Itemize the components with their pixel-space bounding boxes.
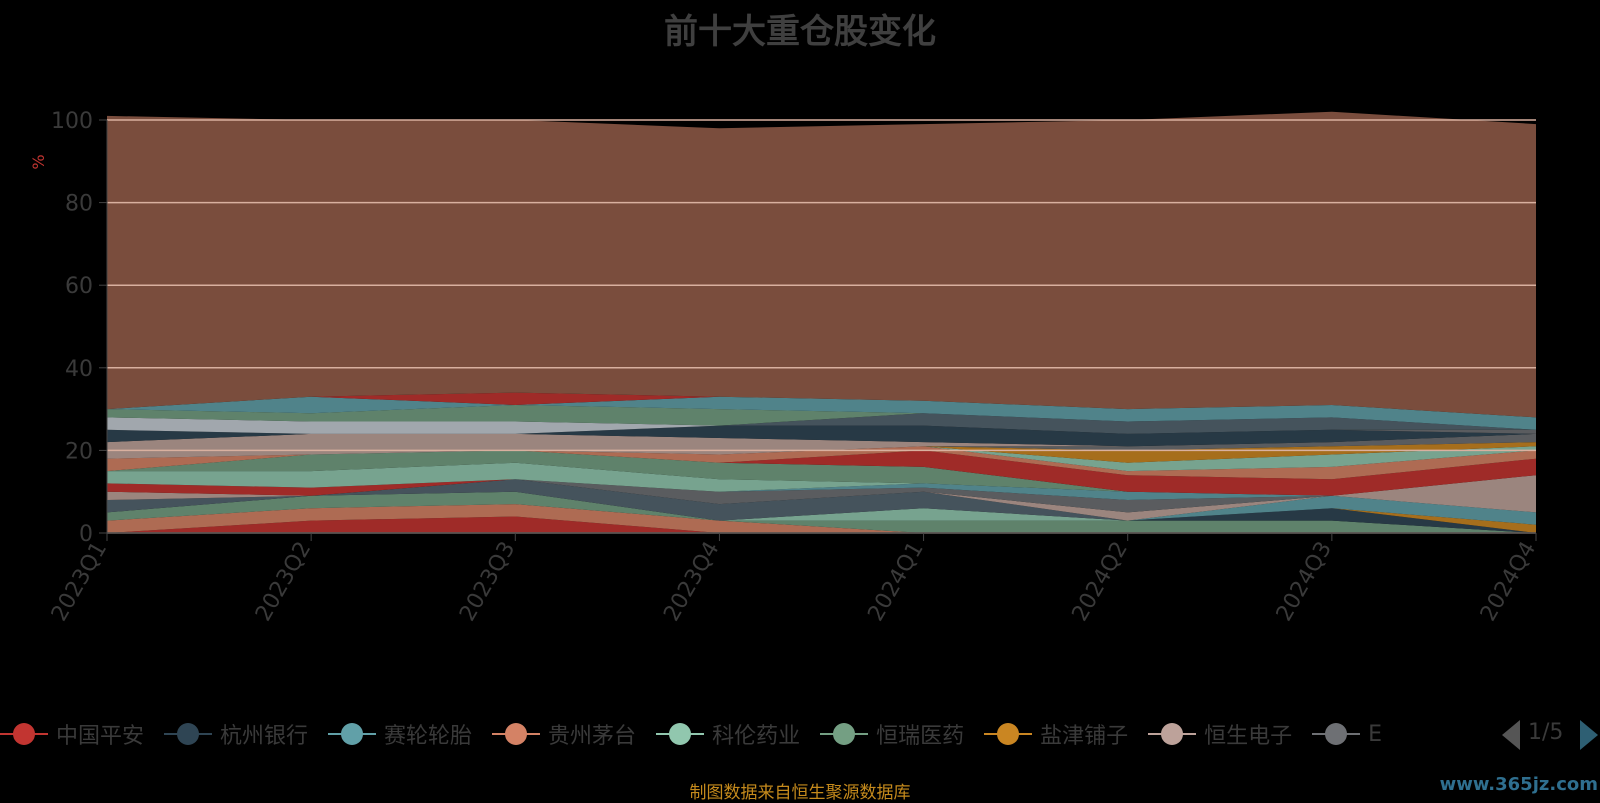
area-series-6 [107, 491, 1536, 525]
area-series-9 [107, 475, 1536, 513]
area-series-25 [107, 413, 1536, 434]
area-series-29 [107, 111, 1536, 418]
legend-marker-icon [984, 722, 1033, 746]
area-series-7 [107, 479, 1536, 521]
chart-title: 前十大重仓股变化 [664, 12, 936, 52]
legend-marker-icon [0, 722, 48, 746]
y-tick-label-100: 100 [51, 109, 93, 134]
y-tick-label-80: 80 [65, 192, 93, 217]
area-series-15 [107, 450, 1536, 496]
y-tick-label-0: 0 [79, 522, 93, 547]
legend-marker-icon [1312, 722, 1361, 746]
legend-item[interactable]: 贵州茅台 [492, 712, 636, 756]
legend-label: 盐津铺子 [1040, 724, 1129, 749]
legend-item[interactable]: 恒生电子 [1148, 712, 1292, 756]
legend-marker-icon [492, 722, 541, 746]
legend-label: 贵州茅台 [548, 724, 637, 749]
x-tick-label-5: 2024Q2 [1068, 538, 1133, 626]
axes [99, 119, 1537, 541]
legend-marker-icon [656, 722, 705, 746]
legend-marker-icon [1148, 722, 1197, 746]
legend-page-indicator: 1/5 [1528, 720, 1564, 745]
legend-item[interactable]: 科伦药业 [656, 712, 800, 756]
area-series-12 [107, 475, 1536, 500]
area-series-28 [107, 392, 1536, 418]
next-page-icon[interactable] [1580, 720, 1598, 750]
x-tick-label-0: 2023Q1 [47, 538, 112, 626]
source-note: 制图数据来自恒生聚源数据库 [689, 783, 911, 803]
y-tick-label-60: 60 [65, 274, 93, 299]
y-tick-label-20: 20 [65, 439, 93, 464]
legend-marker-icon [328, 722, 377, 746]
prev-page-icon[interactable] [1502, 720, 1520, 750]
legend-label: 杭州银行 [220, 724, 309, 749]
y-axis-label: % [29, 154, 48, 169]
x-tick-label-4: 2024Q1 [863, 538, 928, 626]
legend-label: 赛轮轮胎 [384, 724, 473, 749]
legend-item[interactable]: E [1312, 712, 1382, 756]
area-series-8 [107, 475, 1536, 521]
legend: 中国平安 杭州银行 赛轮轮胎 贵州茅台 科伦药业 恒瑞医药 盐津铺子 恒生电子 E [0, 712, 1485, 756]
stacked-area-chart: 0 20 40 60 80 100 2023Q1 2023Q2 2023Q3 2023Q4 2024… [29, 109, 1541, 626]
x-tick-label-1: 2023Q2 [251, 538, 316, 626]
legend-pager: 1/5 [1500, 718, 1600, 754]
area-series-0 [107, 516, 1536, 533]
area-series-17 [107, 446, 1536, 480]
area-series-14 [107, 450, 1536, 496]
area-series-13 [107, 462, 1536, 496]
x-tick-label-7: 2024Q4 [1476, 538, 1541, 626]
area-series-18 [107, 446, 1536, 472]
legend-label: E [1368, 721, 1383, 747]
legend-item[interactable]: 中国平安 [0, 712, 144, 756]
area-series-24 [107, 413, 1536, 434]
series-areas [107, 111, 1536, 533]
legend-label: 恒瑞医药 [876, 724, 965, 749]
area-series-21 [107, 433, 1536, 459]
legend-marker-icon [820, 722, 869, 746]
area-series-11 [107, 475, 1536, 500]
area-series-2 [107, 491, 1536, 533]
area-series-20 [107, 433, 1536, 459]
legend-item[interactable]: 盐津铺子 [984, 712, 1128, 756]
x-tick-label-3: 2023Q4 [659, 538, 724, 626]
legend-marker-icon [164, 722, 213, 746]
legend-label: 恒生电子 [1204, 724, 1293, 749]
area-series-26 [107, 405, 1536, 430]
area-series-27 [107, 396, 1536, 430]
area-series-1 [107, 504, 1536, 533]
legend-item[interactable]: 杭州银行 [164, 712, 308, 756]
x-tick-label-2: 2023Q3 [455, 538, 520, 626]
legend-item[interactable]: 恒瑞医药 [820, 712, 964, 756]
x-tick-label-6: 2024Q3 [1272, 538, 1337, 626]
area-series-22 [107, 425, 1536, 447]
area-series-19 [107, 442, 1536, 463]
watermark: www.365jz.com [1439, 774, 1598, 795]
y-tick-label-40: 40 [65, 357, 93, 382]
legend-item[interactable]: 赛轮轮胎 [328, 712, 472, 756]
legend-label: 中国平安 [56, 724, 145, 749]
legend-label: 科伦药业 [712, 724, 801, 749]
